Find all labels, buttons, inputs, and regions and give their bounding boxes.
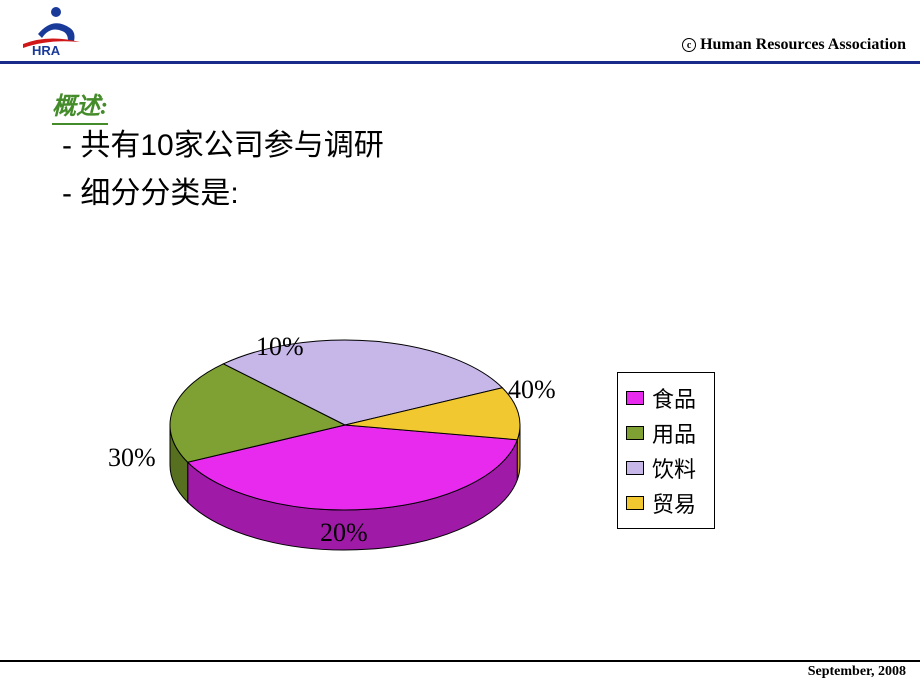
legend-row: 用品 (626, 417, 696, 449)
pie-svg (80, 300, 600, 600)
legend-row: 食品 (626, 382, 696, 414)
footer-date: September, 2008 (808, 664, 906, 680)
org-name: Human Resources Association (700, 36, 906, 53)
legend-label-1: 用品 (652, 417, 696, 449)
pct-label-0: 40% (508, 375, 556, 405)
footer-rule (0, 660, 920, 662)
bullet-list: 共有10家公司参与调研 细分分类是: (62, 122, 384, 218)
pie-chart: 40% 20% 30% 10% (80, 300, 600, 600)
legend-swatch-2 (626, 461, 644, 475)
header: HRA c Human Resources Association (0, 0, 920, 64)
legend-label-2: 饮料 (652, 452, 696, 484)
bullet-item: 细分分类是: (62, 170, 384, 218)
legend-row: 饮料 (626, 452, 696, 484)
hra-logo: HRA (18, 6, 88, 56)
legend-swatch-3 (626, 496, 644, 510)
legend-label-0: 食品 (652, 382, 696, 414)
section-title: 概述: (52, 86, 108, 125)
pct-label-1: 20% (320, 518, 368, 548)
bullet-item: 共有10家公司参与调研 (62, 122, 384, 170)
logo-text: HRA (32, 43, 61, 56)
header-org: c Human Resources Association (682, 36, 906, 54)
legend-row: 贸易 (626, 487, 696, 519)
legend-label-3: 贸易 (652, 487, 696, 519)
legend: 食品 用品 饮料 贸易 (617, 372, 715, 529)
copyright-icon: c (682, 38, 696, 52)
pct-label-2: 30% (108, 443, 156, 473)
pct-label-3: 10% (256, 332, 304, 362)
legend-swatch-0 (626, 391, 644, 405)
legend-swatch-1 (626, 426, 644, 440)
